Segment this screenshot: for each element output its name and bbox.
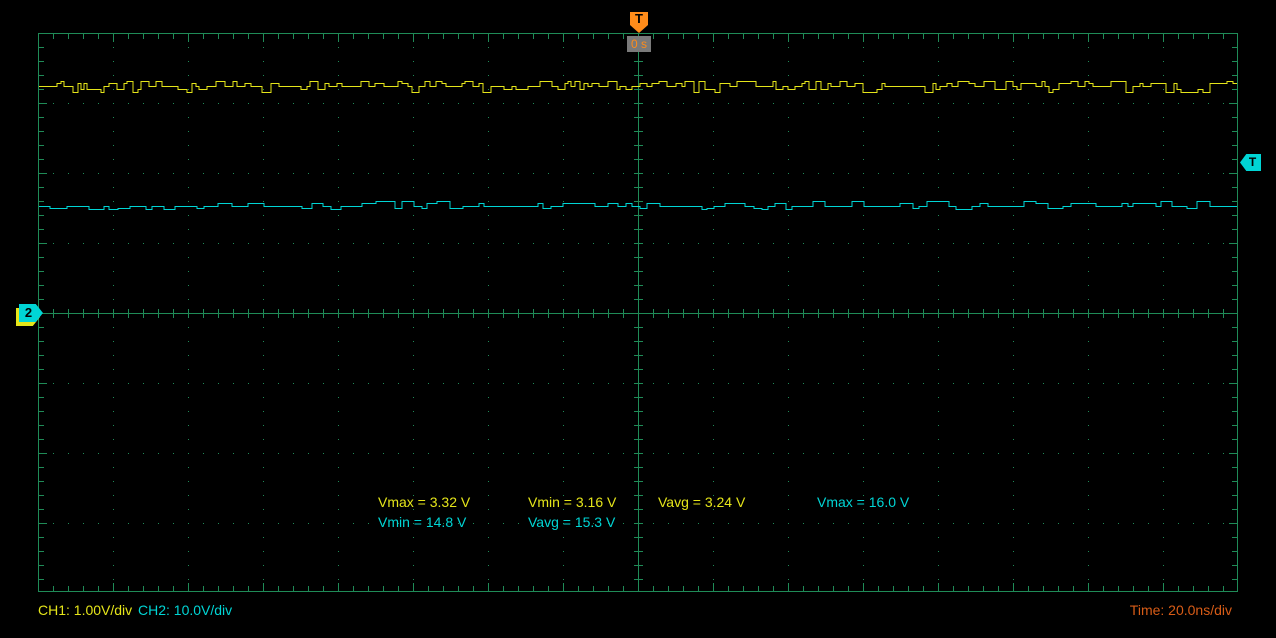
ch1-scale-readout: CH1: 1.00V/div bbox=[38, 602, 133, 618]
measurement-ch2-vmax: Vmax = 16.0 V bbox=[817, 494, 910, 510]
trigger-time-marker[interactable]: T bbox=[630, 12, 648, 33]
timebase-readout: Time: 20.0ns/div bbox=[1129, 602, 1232, 618]
measurement-ch1-vavg: Vavg = 3.24 V bbox=[658, 494, 746, 510]
ch1-trace bbox=[39, 81, 1237, 93]
ch2-ground-marker-label: 2 bbox=[24, 305, 33, 320]
measurement-ch1-vmin: Vmin = 3.16 V bbox=[528, 494, 617, 510]
ch2-scale-readout: CH2: 10.0V/div bbox=[138, 602, 233, 618]
trigger-time-marker-label: T bbox=[635, 11, 643, 26]
trigger-level-marker-label: T bbox=[1248, 155, 1257, 169]
measurement-ch2-vmin: Vmin = 14.8 V bbox=[378, 514, 467, 530]
measurement-ch2-vavg: Vavg = 15.3 V bbox=[528, 514, 616, 530]
ch2-trace bbox=[39, 201, 1237, 210]
ch2-ground-marker[interactable]: 2 bbox=[19, 304, 43, 322]
trigger-level-marker[interactable]: T bbox=[1240, 154, 1261, 171]
measurement-ch1-vmax: Vmax = 3.32 V bbox=[378, 494, 471, 510]
trigger-time-badge: 0 s bbox=[627, 36, 651, 52]
